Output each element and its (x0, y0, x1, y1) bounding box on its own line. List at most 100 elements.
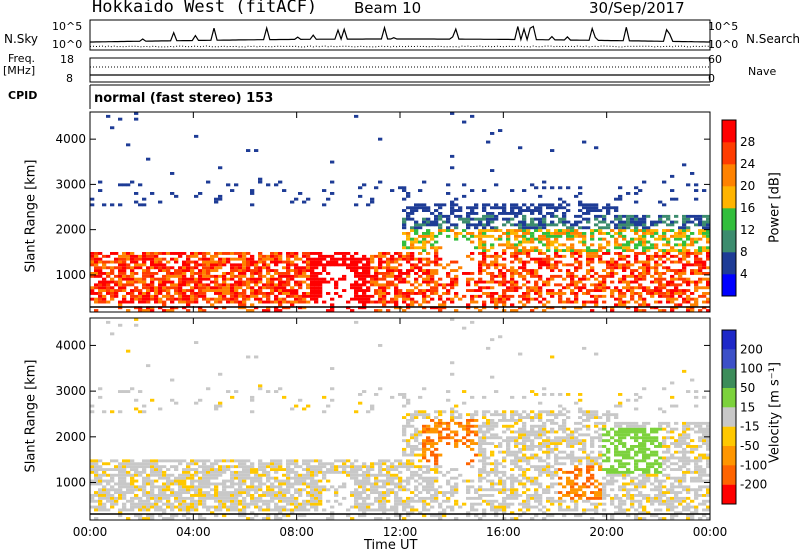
velocity-cell (570, 439, 575, 443)
power-cell (566, 226, 571, 230)
velocity-cell (174, 476, 179, 480)
velocity-cell (134, 470, 139, 474)
velocity-cell (234, 508, 239, 512)
power-cell (482, 234, 487, 238)
velocity-cell (554, 459, 559, 463)
velocity-cell (538, 424, 543, 428)
power-cell (678, 289, 683, 292)
power-cell (118, 183, 123, 187)
power-cell (298, 257, 303, 261)
power-cell (286, 289, 291, 292)
power-cell (242, 257, 247, 261)
power-cell (570, 229, 575, 232)
velocity-cell (542, 442, 547, 445)
power-cell (638, 220, 643, 224)
power-cell (550, 294, 555, 298)
power-cell (522, 203, 527, 207)
power-cell (658, 200, 663, 204)
velocity-cell (386, 491, 391, 494)
power-cell (678, 269, 683, 272)
velocity-cell (326, 517, 331, 520)
power-cell (414, 246, 419, 250)
power-cell (210, 266, 215, 270)
power-cell (498, 243, 503, 247)
velocity-cell (286, 462, 291, 466)
velocity-cell (486, 502, 491, 506)
velocity-cell (206, 459, 211, 463)
power-cell (350, 297, 355, 301)
power-cell (90, 197, 95, 201)
velocity-cell (314, 485, 319, 489)
power-cell (222, 272, 227, 275)
power-cell (142, 257, 147, 261)
velocity-cell (126, 499, 131, 503)
power-cell (290, 269, 295, 272)
velocity-cell (554, 436, 559, 440)
velocity-cell (166, 505, 171, 509)
power-cell (90, 263, 95, 267)
power-cell (426, 269, 431, 272)
power-cell (362, 300, 367, 304)
power-cell (414, 292, 419, 295)
power-cell (138, 297, 143, 301)
power-cell (618, 292, 623, 295)
velocity-cell (358, 505, 363, 509)
power-cell (274, 260, 279, 264)
power-cell (458, 217, 463, 221)
velocity-cell (430, 430, 435, 434)
velocity-cell (482, 421, 487, 425)
power-cell (190, 294, 195, 298)
power-cell (298, 192, 303, 195)
power-cell (430, 272, 435, 275)
velocity-cell (590, 468, 595, 471)
velocity-cell (162, 476, 167, 480)
velocity-cell (278, 517, 283, 520)
power-cell (554, 229, 559, 232)
velocity-cell (206, 508, 211, 512)
power-cell (486, 234, 491, 238)
velocity-cell (614, 453, 619, 457)
velocity-cell (410, 491, 415, 494)
power-cell (410, 303, 415, 307)
velocity-cell (206, 505, 211, 509)
power-cell (402, 309, 407, 312)
power-cell (214, 292, 219, 295)
velocity-cell (622, 442, 627, 445)
velocity-cell (438, 485, 443, 489)
power-cell (94, 300, 99, 304)
velocity-cell (122, 462, 127, 466)
power-cell (650, 254, 655, 258)
power-cell (514, 283, 519, 287)
power-cell (222, 286, 227, 290)
velocity-cell (166, 468, 171, 471)
power-cell (314, 260, 319, 264)
velocity-cell (202, 462, 207, 466)
velocity-cell (90, 410, 95, 414)
power-cell (382, 283, 387, 287)
power-cell (606, 249, 611, 252)
velocity-cell (534, 453, 539, 457)
velocity-cell (166, 479, 171, 483)
power-cell (498, 297, 503, 301)
power-cell (430, 297, 435, 301)
velocity-cell (278, 499, 283, 503)
velocity-cell (482, 499, 487, 503)
velocity-cell (598, 427, 603, 431)
power-cell (98, 289, 103, 292)
power-cell (614, 232, 619, 235)
velocity-cell (194, 468, 199, 471)
velocity-cell (130, 468, 135, 471)
power-cell (474, 300, 479, 304)
power-cell (642, 220, 647, 224)
power-cell (638, 294, 643, 298)
power-cell (654, 289, 659, 292)
power-cell (674, 197, 679, 201)
power-cell (230, 277, 235, 281)
power-cell (550, 214, 555, 218)
velocity-cell (366, 476, 371, 480)
power-cell (570, 289, 575, 292)
velocity-cell (470, 419, 475, 422)
power-cell (478, 252, 483, 255)
velocity-cell (610, 514, 615, 518)
velocity-cell (138, 390, 143, 393)
